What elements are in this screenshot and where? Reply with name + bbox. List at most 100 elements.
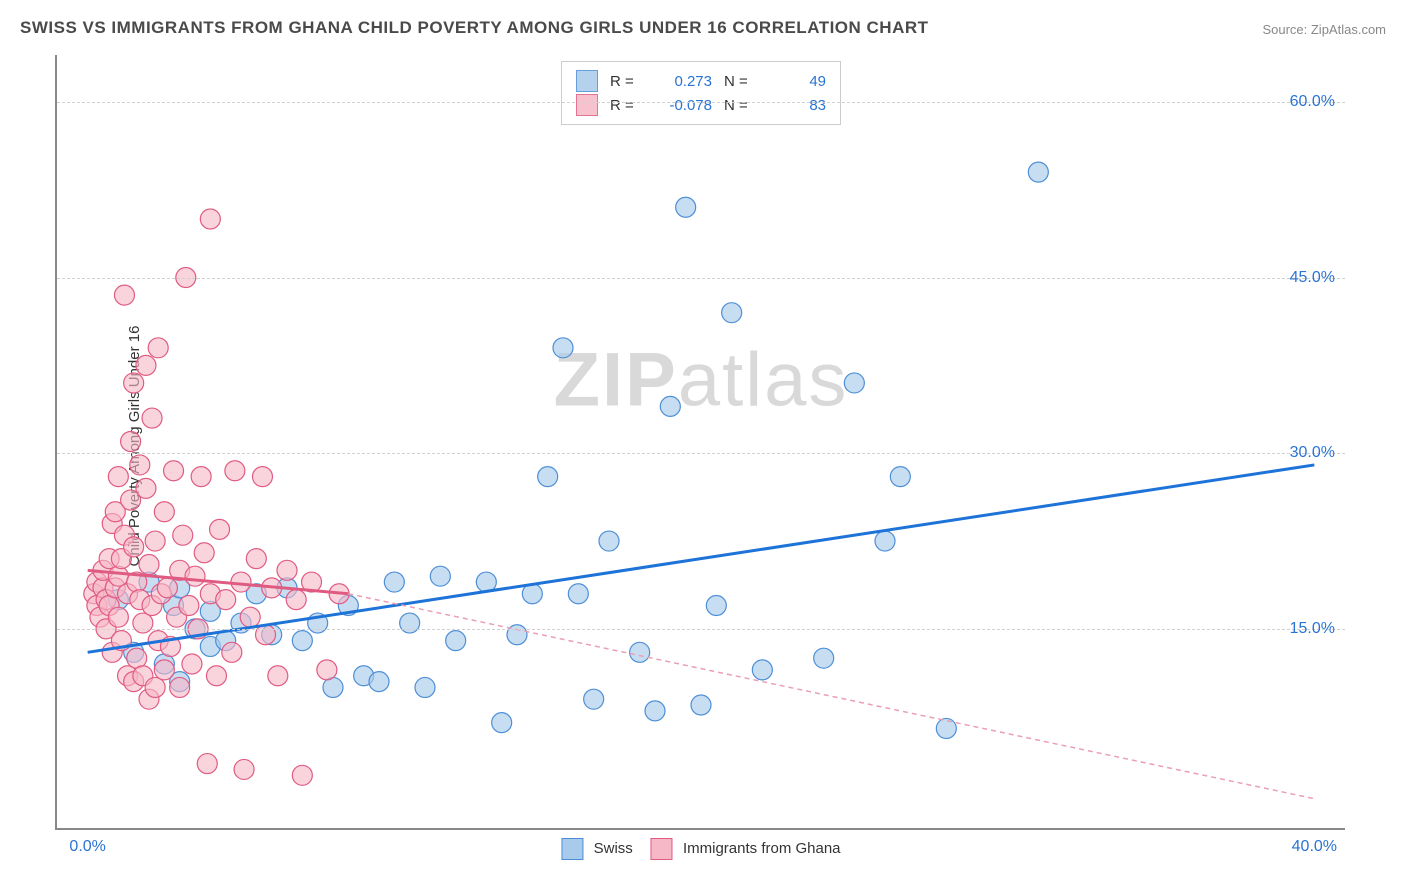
data-point xyxy=(136,355,156,375)
data-point xyxy=(691,695,711,715)
data-point xyxy=(185,566,205,586)
data-point xyxy=(108,467,128,487)
data-point xyxy=(206,666,226,686)
data-point xyxy=(752,660,772,680)
data-point xyxy=(599,531,619,551)
data-point xyxy=(148,338,168,358)
legend-item-swiss: Swiss xyxy=(561,838,632,860)
data-point xyxy=(197,754,217,774)
gridline xyxy=(57,629,1345,630)
data-point xyxy=(182,654,202,674)
data-point xyxy=(400,613,420,633)
data-point xyxy=(584,689,604,709)
x-tick-label: 0.0% xyxy=(69,838,105,856)
legend-label: Swiss xyxy=(594,840,633,857)
data-point xyxy=(317,660,337,680)
data-point xyxy=(145,531,165,551)
data-point xyxy=(157,578,177,598)
data-point xyxy=(323,677,343,697)
data-point xyxy=(384,572,404,592)
legend-row-swiss: R = 0.273 N = 49 xyxy=(576,70,826,92)
data-point xyxy=(154,502,174,522)
y-tick-label: 15.0% xyxy=(1290,620,1335,638)
data-point xyxy=(292,631,312,651)
legend-n-label: N = xyxy=(724,97,754,114)
x-tick-label: 40.0% xyxy=(1292,838,1337,856)
series-legend: Swiss Immigrants from Ghana xyxy=(561,838,840,860)
data-point xyxy=(890,467,910,487)
y-tick-label: 45.0% xyxy=(1290,269,1335,287)
source-attribution: Source: ZipAtlas.com xyxy=(1262,22,1386,37)
data-point xyxy=(136,478,156,498)
legend-n-value: 83 xyxy=(766,97,826,114)
data-point xyxy=(234,759,254,779)
legend-swatch xyxy=(561,838,583,860)
data-point xyxy=(210,519,230,539)
data-point xyxy=(121,432,141,452)
data-point xyxy=(133,613,153,633)
data-point xyxy=(142,408,162,428)
data-point xyxy=(706,595,726,615)
data-point xyxy=(127,648,147,668)
data-point xyxy=(875,531,895,551)
trend-line xyxy=(88,465,1315,652)
data-point xyxy=(430,566,450,586)
gridline xyxy=(57,102,1345,103)
data-point xyxy=(225,461,245,481)
data-point xyxy=(194,543,214,563)
legend-item-ghana: Immigrants from Ghana xyxy=(651,838,841,860)
legend-r-label: R = xyxy=(610,73,640,90)
legend-n-label: N = xyxy=(724,73,754,90)
data-point xyxy=(1028,162,1048,182)
data-point xyxy=(844,373,864,393)
data-point xyxy=(200,209,220,229)
data-point xyxy=(170,677,190,697)
legend-r-label: R = xyxy=(610,97,640,114)
legend-swatch xyxy=(651,838,673,860)
plot-area: ZIPatlas R = 0.273 N = 49 R = -0.078 N =… xyxy=(55,55,1345,830)
data-point xyxy=(139,554,159,574)
chart-svg xyxy=(57,55,1345,828)
data-point xyxy=(645,701,665,721)
data-point xyxy=(246,549,266,569)
data-point xyxy=(286,590,306,610)
data-point xyxy=(179,595,199,615)
data-point xyxy=(660,396,680,416)
data-point xyxy=(722,303,742,323)
data-point xyxy=(277,560,297,580)
trend-line-extrapolated xyxy=(348,594,1314,799)
data-point xyxy=(553,338,573,358)
data-point xyxy=(415,677,435,697)
data-point xyxy=(222,642,242,662)
data-point xyxy=(256,625,276,645)
data-point xyxy=(936,718,956,738)
y-tick-label: 30.0% xyxy=(1290,444,1335,462)
legend-r-value: -0.078 xyxy=(652,97,712,114)
data-point xyxy=(191,467,211,487)
data-point xyxy=(124,537,144,557)
data-point xyxy=(814,648,834,668)
data-point xyxy=(676,197,696,217)
data-point xyxy=(164,461,184,481)
data-point xyxy=(369,672,389,692)
gridline xyxy=(57,453,1345,454)
data-point xyxy=(292,765,312,785)
data-point xyxy=(154,660,174,680)
data-point xyxy=(145,677,165,697)
legend-r-value: 0.273 xyxy=(652,73,712,90)
data-point xyxy=(173,525,193,545)
data-point xyxy=(124,373,144,393)
data-point xyxy=(240,607,260,627)
data-point xyxy=(268,666,288,686)
legend-label: Immigrants from Ghana xyxy=(683,840,841,857)
legend-swatch xyxy=(576,70,598,92)
legend-swatch xyxy=(576,94,598,116)
legend-n-value: 49 xyxy=(766,73,826,90)
data-point xyxy=(492,713,512,733)
data-point xyxy=(216,590,236,610)
data-point xyxy=(108,607,128,627)
chart-title: SWISS VS IMMIGRANTS FROM GHANA CHILD POV… xyxy=(20,18,929,38)
data-point xyxy=(130,455,150,475)
data-point xyxy=(252,467,272,487)
data-point xyxy=(114,285,134,305)
